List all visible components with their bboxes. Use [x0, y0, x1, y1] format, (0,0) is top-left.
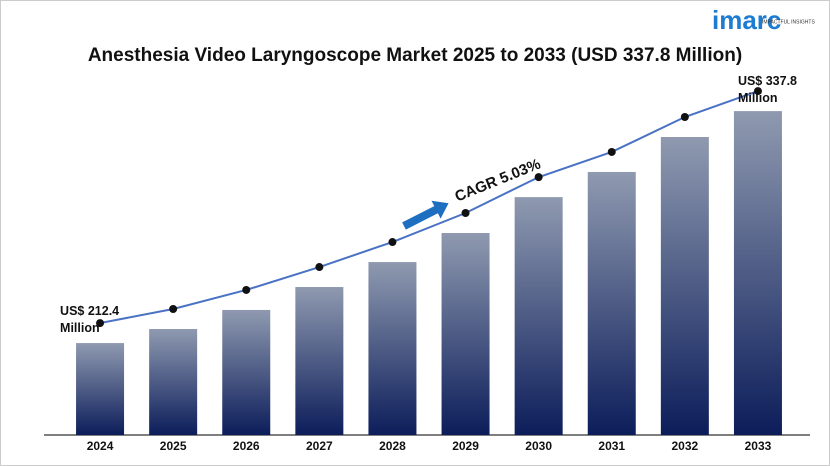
bar	[733, 111, 782, 436]
value-label-line: US$ 337.8	[738, 74, 797, 88]
value-label-line: Million	[738, 91, 778, 105]
trend-line	[99, 90, 759, 325]
bar	[76, 343, 125, 435]
x-tick-label: 2024	[87, 439, 114, 453]
value-label-line: US$ 212.4	[60, 304, 119, 318]
x-tick-label: 2027	[306, 439, 333, 453]
logo-brand: imarc	[712, 5, 781, 35]
trend-point	[607, 147, 616, 156]
bar	[149, 329, 198, 435]
trend-point	[753, 87, 762, 96]
trend-point	[315, 263, 324, 272]
x-tick-label: 2025	[160, 439, 187, 453]
logo-tagline: IMPACTFUL INSIGHTS	[762, 19, 815, 25]
bar	[514, 197, 563, 435]
x-tick-label: 2033	[745, 439, 772, 453]
value-label-line: Million	[60, 321, 100, 335]
trend-point	[680, 113, 689, 122]
x-tick-label: 2026	[233, 439, 260, 453]
bar	[587, 171, 636, 435]
x-tick-label: 2030	[525, 439, 552, 453]
bar	[441, 233, 490, 435]
bar	[295, 287, 344, 435]
trend-point	[388, 238, 397, 247]
trend-point	[461, 209, 470, 218]
cagr-arrow	[402, 200, 449, 230]
value-label: US$ 212.4 Million	[60, 304, 119, 335]
bar	[368, 262, 417, 435]
trend-point	[242, 285, 251, 294]
chart-title: Anesthesia Video Laryngoscope Market 202…	[88, 45, 742, 66]
x-tick-label: 2029	[452, 439, 479, 453]
value-label: US$ 337.8 Million	[738, 74, 797, 105]
bar	[660, 137, 709, 435]
bar	[222, 309, 271, 435]
trend-point	[96, 319, 105, 328]
trend-point	[534, 173, 543, 182]
x-tick-label: 2031	[598, 439, 625, 453]
x-tick-label: 2028	[379, 439, 406, 453]
x-tick-label: 2032	[671, 439, 698, 453]
trend-point	[169, 305, 178, 314]
